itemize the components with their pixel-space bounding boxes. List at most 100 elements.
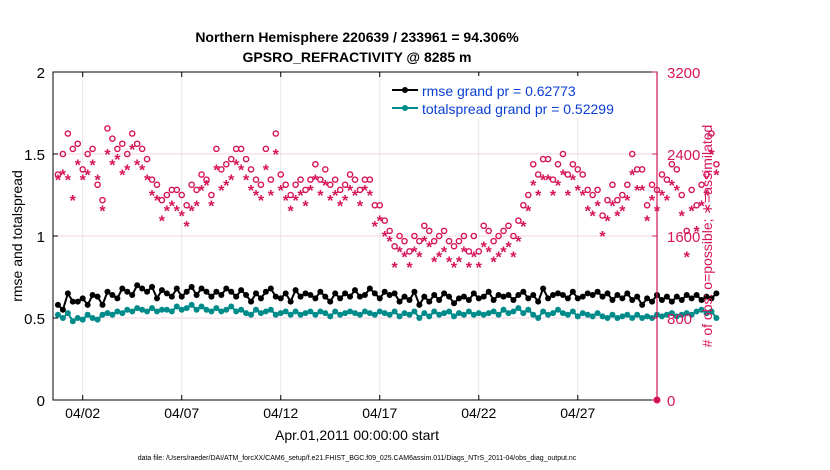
legend-label-rmse: rmse grand pr = 0.62773	[422, 83, 576, 99]
data-point-obs-possible	[559, 150, 567, 158]
y-tick-label-left: 1.5	[24, 147, 45, 164]
data-point-obs-assimilated: *	[288, 203, 295, 220]
data-point-rmse	[376, 295, 383, 302]
data-point-totalspread	[218, 308, 225, 315]
data-point-rmse	[475, 295, 482, 302]
data-point-obs-possible	[74, 140, 82, 148]
data-point-obs-possible	[604, 196, 611, 204]
data-point-obs-assimilated: *	[367, 188, 374, 205]
data-point-totalspread	[119, 310, 126, 317]
data-point-obs-assimilated: *	[481, 239, 488, 256]
data-point-obs-assimilated: *	[174, 203, 181, 220]
data-point-rmse	[94, 293, 101, 300]
data-point-obs-assimilated: *	[436, 250, 443, 267]
data-point-rmse	[262, 288, 269, 295]
data-point-obs-possible	[564, 171, 572, 178]
data-point-obs-assimilated: *	[451, 260, 458, 277]
data-point-totalspread	[79, 316, 86, 323]
data-point-totalspread	[540, 308, 547, 315]
data-point-rmse	[698, 296, 705, 303]
data-point-obs-possible	[614, 196, 621, 204]
data-point-totalspread	[644, 313, 651, 320]
data-point-totalspread	[54, 311, 61, 318]
data-point-obs-assimilated: *	[703, 188, 710, 205]
data-point-obs-possible	[326, 181, 334, 189]
data-point-obs-possible	[455, 237, 463, 245]
data-point-obs-possible	[648, 181, 656, 189]
data-point-rmse	[292, 287, 299, 294]
data-point-obs-possible	[708, 130, 715, 137]
data-point-rmse	[371, 290, 378, 297]
data-point-totalspread	[515, 305, 522, 312]
data-point-obs-assimilated: *	[515, 234, 522, 251]
x-tick-label: 04/27	[560, 405, 595, 421]
data-point-rmse	[302, 290, 309, 297]
data-point-obs-possible	[638, 166, 646, 173]
data-point-totalspread	[713, 315, 720, 321]
data-point-obs-assimilated: *	[471, 250, 478, 267]
legend: rmse grand pr = 0.62773 totalspread gran…	[388, 76, 648, 118]
data-point-totalspread	[421, 310, 428, 317]
data-point-rmse	[510, 296, 517, 303]
data-point-totalspread	[178, 306, 185, 313]
data-point-obs-possible	[421, 222, 428, 230]
data-point-totalspread	[614, 315, 621, 321]
data-point-totalspread	[485, 310, 492, 317]
data-point-obs-assimilated: *	[664, 193, 671, 210]
data-point-rmse	[178, 293, 185, 300]
data-point-totalspread	[460, 311, 467, 318]
data-point-rmse	[490, 296, 497, 303]
data-point-totalspread	[505, 310, 512, 317]
data-point-obs-assimilated: *	[545, 173, 552, 190]
x-tick-label: 04/02	[65, 405, 100, 421]
data-point-obs-assimilated: *	[297, 188, 304, 205]
data-point-obs-possible	[475, 248, 483, 255]
data-point-obs-assimilated: *	[550, 188, 557, 205]
data-point-obs-assimilated: *	[585, 203, 592, 220]
data-point-obs-possible	[500, 227, 507, 235]
data-point-obs-possible	[440, 227, 448, 235]
legend-label-totalspread: totalspread grand pr = 0.52299	[422, 101, 614, 117]
data-point-totalspread	[59, 315, 66, 321]
data-point-totalspread	[525, 306, 532, 313]
data-point-obs-assimilated: *	[530, 178, 537, 195]
data-point-obs-assimilated: *	[619, 203, 626, 220]
data-point-obs-possible	[366, 176, 374, 183]
data-point-rmse	[579, 293, 586, 300]
data-point-obs-possible	[213, 145, 220, 153]
data-point-obs-possible	[510, 232, 517, 240]
data-point-obs-possible	[480, 222, 488, 230]
data-point-rmse	[431, 292, 438, 299]
data-point-totalspread	[554, 306, 561, 313]
data-point-rmse	[604, 290, 611, 297]
data-point-obs-assimilated: *	[302, 198, 309, 215]
data-point-rmse	[683, 292, 690, 299]
data-point-totalspread	[446, 308, 453, 315]
data-point-obs-assimilated: *	[352, 188, 359, 205]
data-point-rmse	[421, 293, 428, 300]
data-point-obs-assimilated: *	[495, 250, 502, 267]
data-point-obs-assimilated: *	[391, 260, 398, 277]
data-point-totalspread	[312, 311, 319, 318]
data-point-totalspread	[470, 311, 477, 318]
data-point-obs-assimilated: *	[382, 229, 389, 246]
data-point-totalspread	[361, 308, 368, 315]
data-point-totalspread	[426, 313, 433, 320]
data-point-obs-possible	[59, 150, 67, 158]
data-point-obs-possible	[89, 145, 96, 153]
data-point-rmse	[89, 292, 96, 299]
data-point-rmse	[223, 285, 230, 292]
data-point-obs-assimilated: *	[139, 162, 146, 179]
data-point-obs-assimilated: *	[337, 198, 344, 215]
data-point-totalspread	[668, 310, 675, 317]
data-point-totalspread	[688, 311, 695, 318]
data-point-rmse	[203, 288, 210, 295]
data-point-rmse	[386, 292, 393, 299]
data-point-totalspread	[436, 311, 443, 318]
data-point-obs-possible	[619, 191, 626, 199]
data-point-obs-assimilated: *	[80, 173, 87, 190]
data-point-obs-assimilated: *	[486, 244, 493, 261]
data-point-obs-possible	[292, 181, 299, 189]
data-point-totalspread	[490, 308, 497, 315]
data-point-obs-assimilated: *	[594, 198, 601, 215]
